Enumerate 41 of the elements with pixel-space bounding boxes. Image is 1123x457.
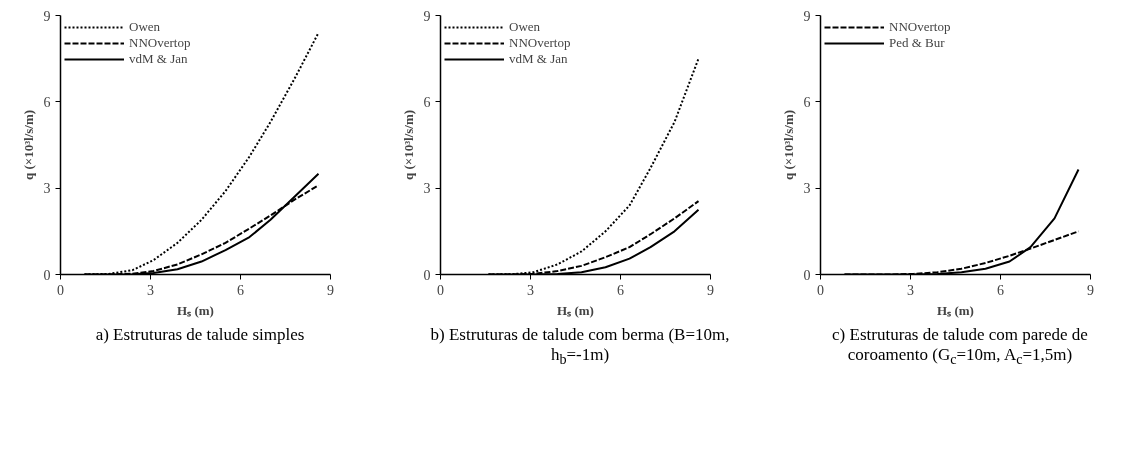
y-axis-title: q (×10³l/s/m): [400, 109, 416, 181]
y-tick-label: 0: [423, 267, 431, 283]
y-axis-title: q (×10³l/s/m): [780, 109, 796, 181]
y-tick-label: 9: [423, 8, 431, 24]
legend-label: Owen: [129, 19, 161, 35]
y-tick-label: 6: [43, 94, 51, 110]
y-tick-label: 9: [43, 8, 51, 24]
legend-label: Owen: [509, 19, 541, 35]
x-tick-label: 9: [327, 282, 334, 298]
y-tick-label: 0: [803, 267, 811, 283]
y-tick-label: 6: [803, 94, 811, 110]
legend-label: NNOvertop: [129, 35, 191, 51]
x-tick-label: 0: [817, 282, 824, 298]
x-tick-label: 3: [907, 282, 914, 298]
legend-label: NNOvertop: [509, 35, 571, 51]
x-axis-title: Hₛ (m): [177, 302, 214, 318]
x-tick-label: 6: [237, 282, 244, 298]
legend-label: vdM & Jan: [509, 51, 568, 67]
x-tick-label: 0: [57, 282, 64, 298]
legend-label: Ped & Bur: [889, 35, 945, 51]
y-tick-label: 3: [803, 181, 811, 197]
y-axis-title: q (×10³l/s/m): [20, 109, 36, 181]
x-axis-title: Hₛ (m): [557, 302, 594, 318]
y-tick-label: 6: [423, 94, 431, 110]
y-tick-label: 3: [43, 181, 51, 197]
y-tick-label: 0: [43, 267, 51, 283]
text: a) Estruturas de talude simples: [94, 325, 306, 346]
x-axis-title: Hₛ (m): [937, 302, 974, 318]
x-tick-label: 9: [1087, 282, 1094, 298]
y-tick-label: 9: [803, 8, 811, 24]
x-tick-label: 6: [997, 282, 1004, 298]
text: c) Estruturas de talude com parede de coroamento (G$_{c}$=10m, A$_{c}$=1,5m): [831, 325, 1089, 369]
legend-label: NNOvertop: [889, 19, 951, 35]
x-tick-label: 0: [437, 282, 444, 298]
x-tick-label: 6: [617, 282, 624, 298]
x-tick-label: 3: [527, 282, 534, 298]
legend-label: vdM & Jan: [129, 51, 188, 67]
x-tick-label: 3: [147, 282, 154, 298]
x-tick-label: 9: [707, 282, 714, 298]
y-tick-label: 3: [423, 181, 431, 197]
text: b) Estruturas de talude com berma (B=10m, h$_{b}$=-1m): [430, 325, 730, 369]
